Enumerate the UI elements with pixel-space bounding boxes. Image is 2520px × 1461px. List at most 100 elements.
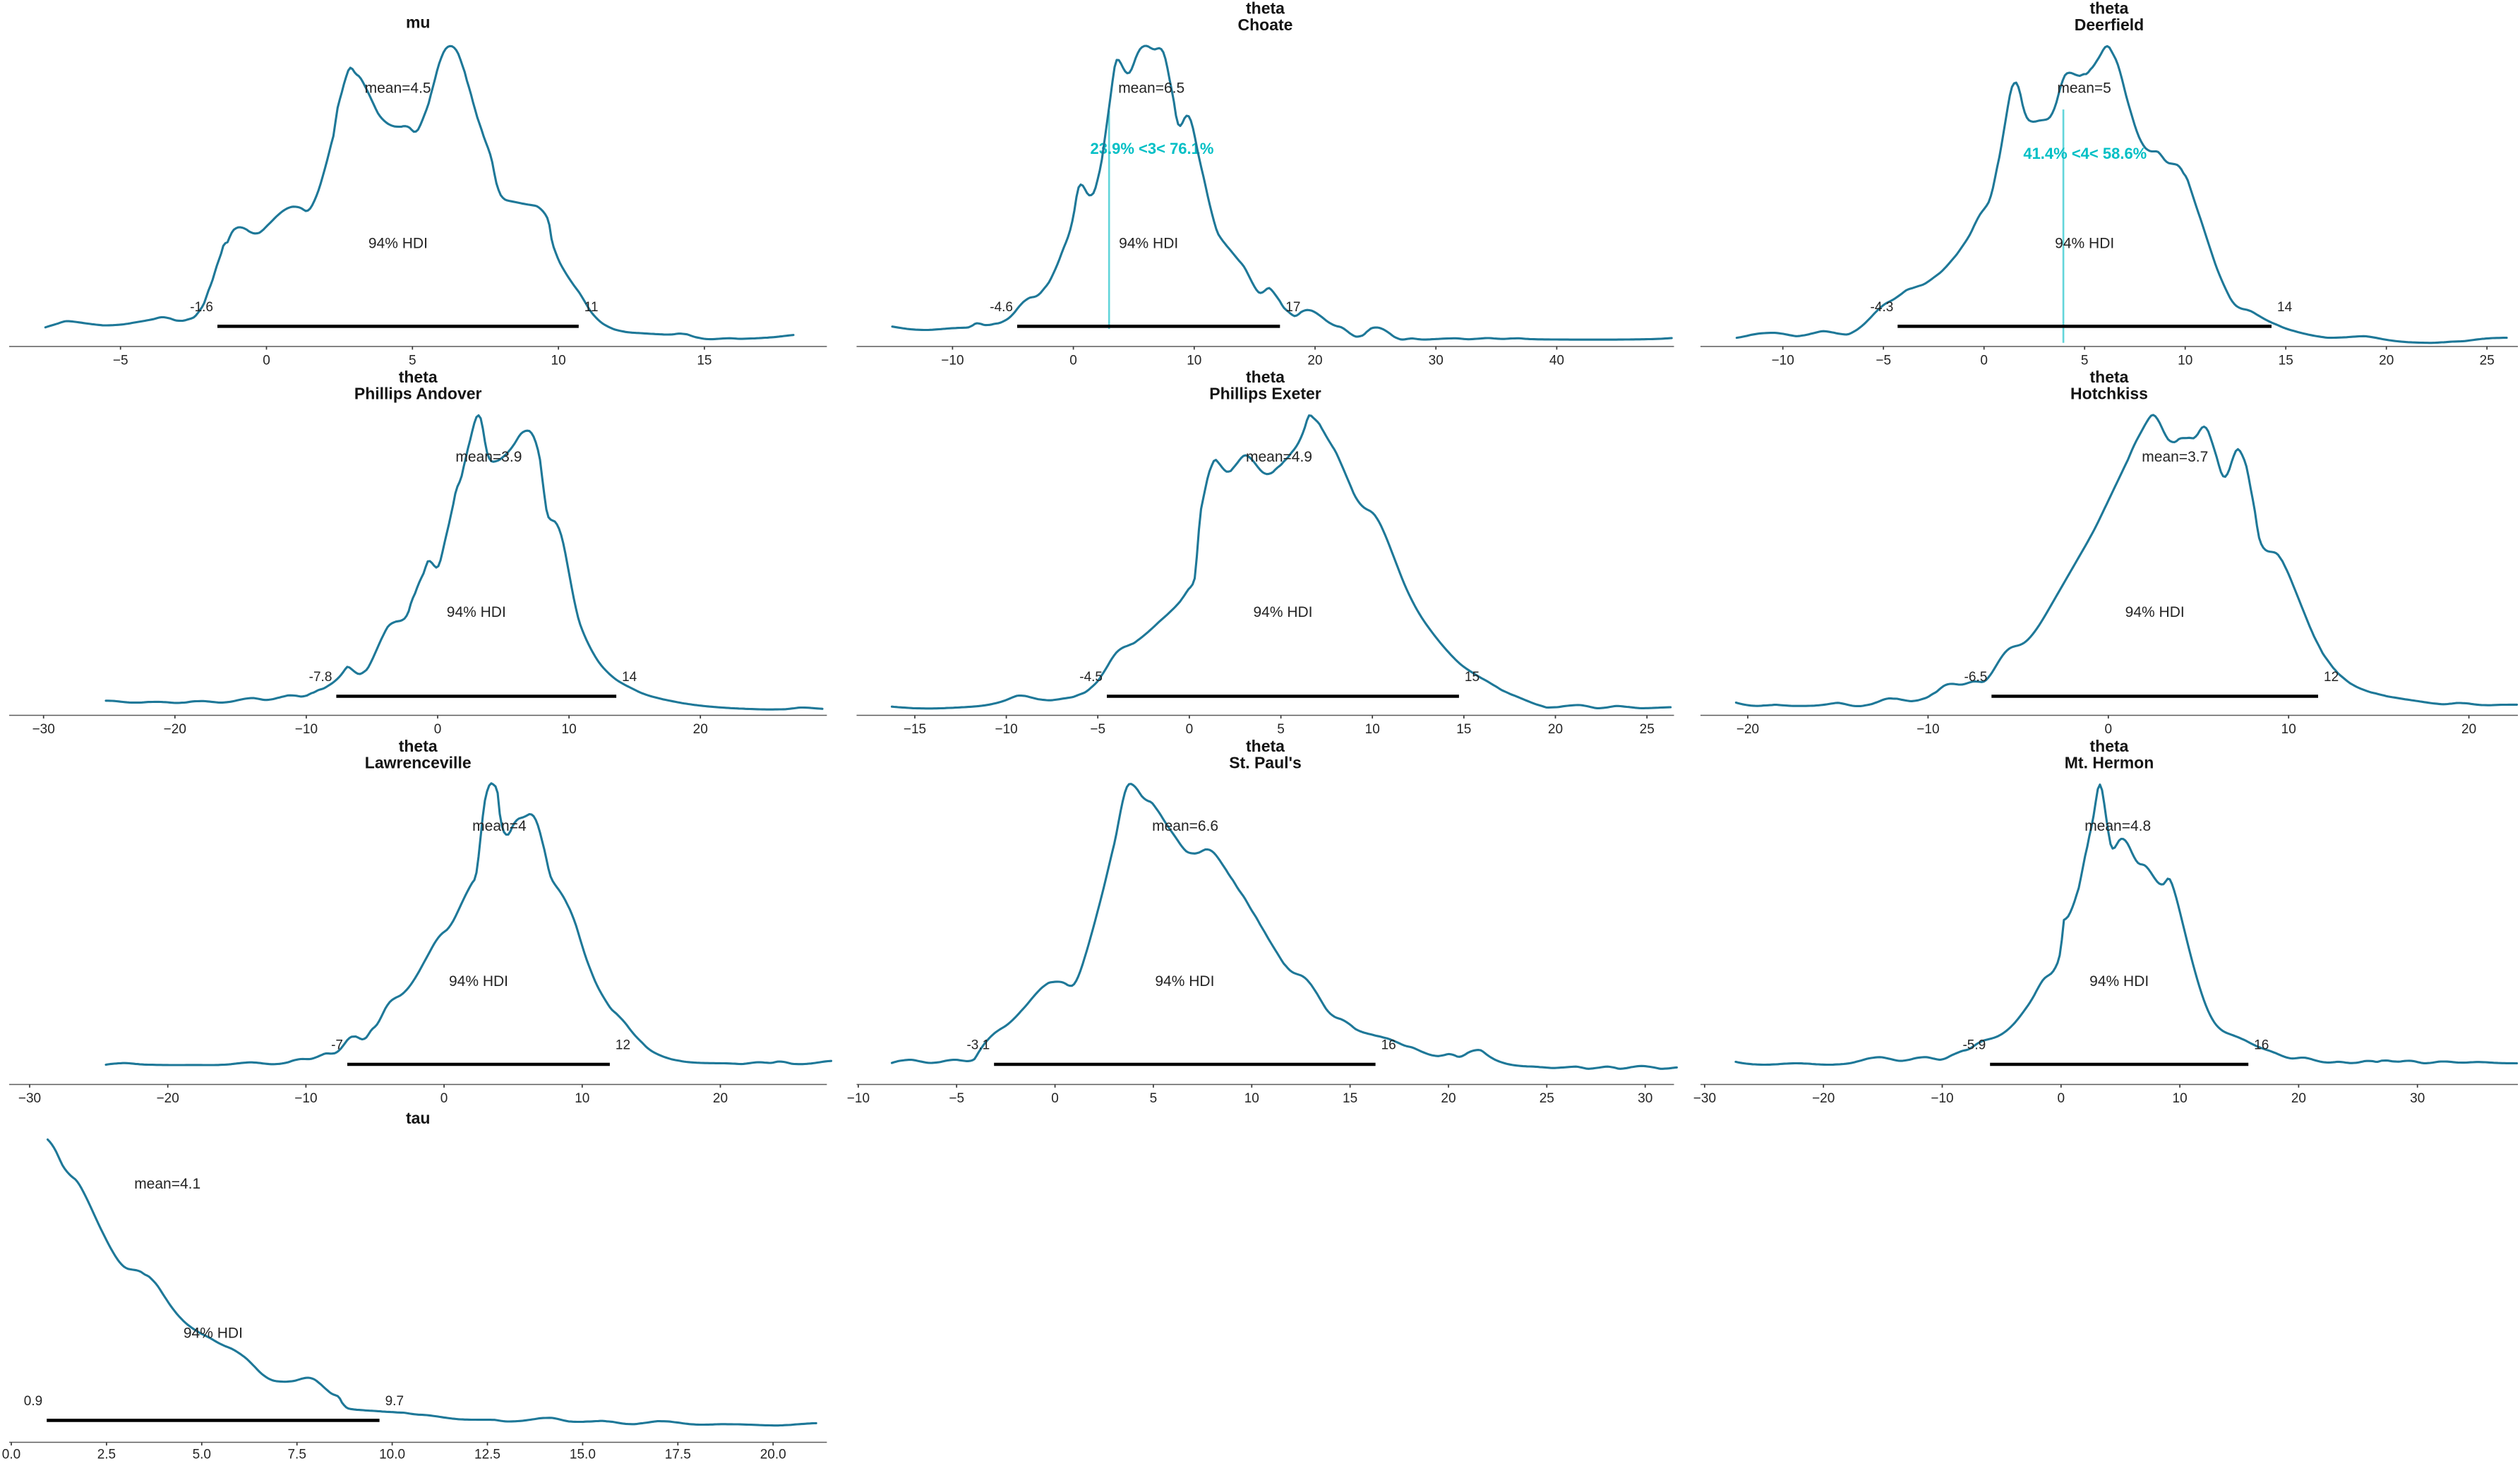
- svg-text:94% HDI: 94% HDI: [1119, 235, 1178, 251]
- svg-text:0: 0: [2058, 1091, 2065, 1106]
- svg-text:−30: −30: [18, 1091, 41, 1106]
- svg-text:Phillips Exeter: Phillips Exeter: [1209, 385, 1321, 403]
- svg-text:-4.3: -4.3: [1871, 300, 1894, 315]
- svg-text:20: 20: [693, 722, 708, 737]
- svg-text:5: 5: [409, 354, 416, 368]
- svg-text:0: 0: [1186, 722, 1194, 737]
- svg-text:0: 0: [1051, 1091, 1059, 1106]
- svg-text:−15: −15: [904, 722, 926, 737]
- svg-text:theta: theta: [399, 368, 438, 386]
- svg-text:10: 10: [2178, 354, 2192, 368]
- svg-text:mean=3.7: mean=3.7: [2142, 449, 2208, 465]
- svg-text:94% HDI: 94% HDI: [184, 1325, 243, 1342]
- svg-text:−10: −10: [941, 354, 964, 368]
- svg-text:10: 10: [2281, 722, 2296, 737]
- svg-text:−20: −20: [1736, 722, 1759, 737]
- svg-text:20: 20: [713, 1091, 728, 1106]
- svg-text:theta: theta: [2090, 0, 2129, 18]
- svg-text:mean=4.8: mean=4.8: [2084, 818, 2151, 834]
- svg-text:94% HDI: 94% HDI: [449, 973, 508, 990]
- svg-text:−5: −5: [949, 1091, 964, 1106]
- svg-text:16: 16: [2254, 1038, 2269, 1053]
- svg-text:17: 17: [1285, 300, 1300, 315]
- svg-text:94% HDI: 94% HDI: [2055, 235, 2114, 251]
- svg-text:15.0: 15.0: [570, 1448, 596, 1461]
- svg-text:9.7: 9.7: [385, 1394, 404, 1409]
- svg-text:0: 0: [1069, 354, 1077, 368]
- svg-text:−10: −10: [1772, 354, 1794, 368]
- svg-text:theta: theta: [399, 737, 438, 755]
- svg-text:25: 25: [2480, 354, 2495, 368]
- svg-text:15: 15: [2279, 354, 2293, 368]
- svg-text:7.5: 7.5: [287, 1448, 306, 1461]
- svg-text:−10: −10: [295, 722, 318, 737]
- svg-text:94% HDI: 94% HDI: [1155, 973, 1214, 990]
- svg-text:30: 30: [1429, 354, 1444, 368]
- svg-text:Deerfield: Deerfield: [2075, 16, 2144, 34]
- svg-text:23.9% <3< 76.1%: 23.9% <3< 76.1%: [1091, 140, 1214, 157]
- svg-text:-4.6: -4.6: [990, 300, 1013, 315]
- svg-text:−10: −10: [847, 1091, 870, 1106]
- svg-text:12.5: 12.5: [474, 1448, 500, 1461]
- svg-text:-7.8: -7.8: [309, 670, 332, 685]
- svg-text:94% HDI: 94% HDI: [368, 235, 428, 251]
- svg-text:−20: −20: [1812, 1091, 1835, 1106]
- svg-text:Hotchkiss: Hotchkiss: [2070, 385, 2148, 403]
- svg-text:94% HDI: 94% HDI: [2125, 604, 2185, 620]
- svg-text:16: 16: [1381, 1038, 1396, 1053]
- svg-text:14: 14: [622, 670, 637, 685]
- svg-text:94% HDI: 94% HDI: [1253, 604, 1312, 620]
- svg-text:10: 10: [1365, 722, 1380, 737]
- svg-text:theta: theta: [1246, 0, 1285, 18]
- svg-text:5: 5: [2081, 354, 2089, 368]
- svg-text:25: 25: [1640, 722, 1655, 737]
- svg-text:40: 40: [1549, 354, 1564, 368]
- svg-text:20.0: 20.0: [760, 1448, 786, 1461]
- svg-text:10.0: 10.0: [379, 1448, 405, 1461]
- svg-text:−5: −5: [113, 354, 128, 368]
- svg-text:2.5: 2.5: [97, 1448, 116, 1461]
- svg-text:mean=4.9: mean=4.9: [1246, 449, 1312, 465]
- svg-text:-5.9: -5.9: [1962, 1038, 1986, 1053]
- svg-text:0: 0: [440, 1091, 448, 1106]
- svg-text:theta: theta: [2090, 368, 2129, 386]
- svg-text:−5: −5: [1876, 354, 1891, 368]
- svg-text:mean=4: mean=4: [472, 818, 527, 834]
- svg-text:-6.5: -6.5: [1964, 670, 1988, 685]
- svg-text:−30: −30: [32, 722, 55, 737]
- svg-text:20: 20: [1548, 722, 1563, 737]
- svg-text:−10: −10: [1916, 722, 1939, 737]
- svg-text:5: 5: [1277, 722, 1285, 737]
- svg-text:10: 10: [1244, 1091, 1259, 1106]
- svg-text:-4.5: -4.5: [1079, 670, 1103, 685]
- svg-text:15: 15: [697, 354, 712, 368]
- svg-text:0: 0: [2105, 722, 2113, 737]
- svg-text:−20: −20: [157, 1091, 179, 1106]
- svg-text:30: 30: [2410, 1091, 2425, 1106]
- svg-text:0: 0: [1980, 354, 1988, 368]
- svg-text:0: 0: [434, 722, 442, 737]
- svg-text:Lawrenceville: Lawrenceville: [365, 754, 472, 772]
- svg-text:−10: −10: [995, 722, 1017, 737]
- svg-text:5.0: 5.0: [193, 1448, 211, 1461]
- svg-text:20: 20: [1307, 354, 1322, 368]
- svg-text:17.5: 17.5: [665, 1448, 691, 1461]
- svg-text:Mt. Hermon: Mt. Hermon: [2065, 754, 2154, 772]
- svg-text:mean=4.1: mean=4.1: [134, 1176, 200, 1192]
- svg-text:10: 10: [575, 1091, 589, 1106]
- svg-text:−5: −5: [1090, 722, 1105, 737]
- svg-text:mean=6.5: mean=6.5: [1118, 80, 1184, 96]
- svg-text:−10: −10: [294, 1091, 317, 1106]
- svg-text:0.9: 0.9: [24, 1394, 42, 1409]
- svg-text:15: 15: [1456, 722, 1471, 737]
- svg-text:10: 10: [1187, 354, 1201, 368]
- svg-text:−30: −30: [1693, 1091, 1716, 1106]
- svg-text:−20: −20: [164, 722, 186, 737]
- svg-text:tau: tau: [406, 1109, 431, 1127]
- svg-text:theta: theta: [2090, 737, 2129, 755]
- svg-text:10: 10: [551, 354, 566, 368]
- svg-text:41.4% <4< 58.6%: 41.4% <4< 58.6%: [2023, 145, 2147, 162]
- svg-text:mean=5: mean=5: [2057, 80, 2111, 96]
- svg-text:mu: mu: [406, 13, 431, 31]
- svg-text:20: 20: [2291, 1091, 2306, 1106]
